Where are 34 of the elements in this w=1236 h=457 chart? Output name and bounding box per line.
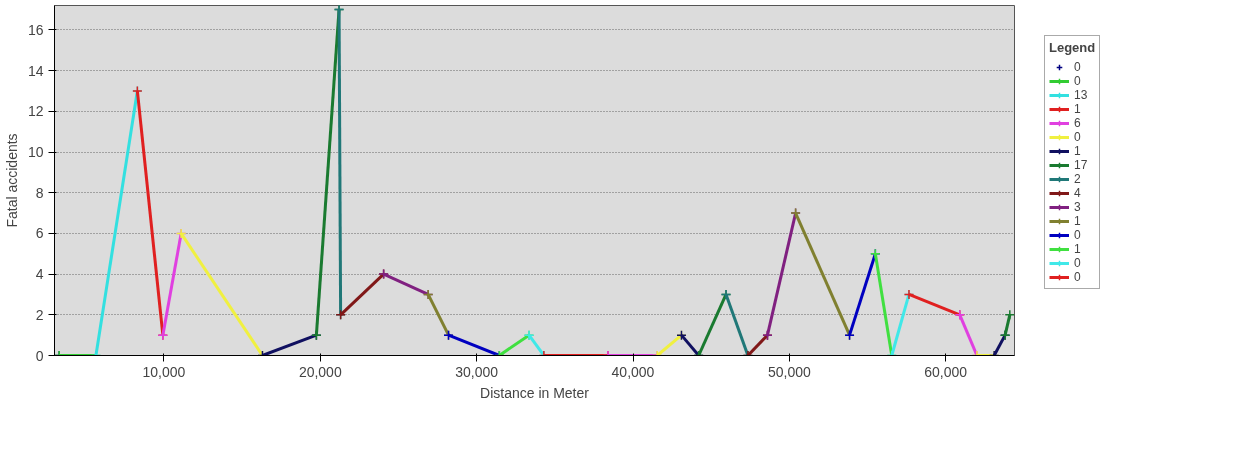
legend-label: 1 bbox=[1074, 242, 1082, 256]
legend-label: 1 bbox=[1074, 102, 1082, 116]
x-tick-label: 50,000 bbox=[767, 363, 811, 380]
y-tick-label: 10 bbox=[27, 144, 44, 161]
x-tick-label: 40,000 bbox=[611, 363, 655, 380]
y-axis-title: Fatal accidents bbox=[3, 133, 20, 228]
y-tick-label: 16 bbox=[27, 21, 44, 38]
legend-label: 0 bbox=[1074, 228, 1082, 242]
legend-label: 0 bbox=[1074, 256, 1082, 270]
x-axis-title: Distance in Meter bbox=[480, 384, 590, 401]
legend-label: 3 bbox=[1074, 200, 1082, 214]
legend-label: 2 bbox=[1074, 172, 1082, 186]
x-tick-label: 60,000 bbox=[924, 363, 968, 380]
y-tick-label: 0 bbox=[35, 347, 44, 364]
y-tick-label: 6 bbox=[35, 225, 44, 242]
legend-label: 13 bbox=[1074, 88, 1089, 102]
x-tick-label: 10,000 bbox=[142, 363, 186, 380]
y-tick-label: 14 bbox=[27, 62, 44, 79]
legend-label: 1 bbox=[1074, 144, 1082, 158]
y-tick-label: 12 bbox=[27, 103, 44, 120]
legend-label: 0 bbox=[1074, 130, 1082, 144]
legend-label: 0 bbox=[1074, 74, 1082, 88]
y-tick-label: 2 bbox=[35, 306, 44, 323]
y-tick-label: 4 bbox=[35, 266, 44, 283]
legend-label: 6 bbox=[1074, 116, 1082, 130]
legend-label: 4 bbox=[1074, 186, 1082, 200]
legend-title: Legend bbox=[1049, 40, 1096, 55]
x-tick-label: 30,000 bbox=[455, 363, 499, 380]
legend-label: 0 bbox=[1074, 270, 1082, 284]
y-tick-label: 8 bbox=[35, 184, 44, 201]
legend-label: 17 bbox=[1074, 158, 1089, 172]
x-tick-label: 20,000 bbox=[298, 363, 342, 380]
legend-label: 0 bbox=[1074, 60, 1082, 74]
legend-label: 1 bbox=[1074, 214, 1082, 228]
